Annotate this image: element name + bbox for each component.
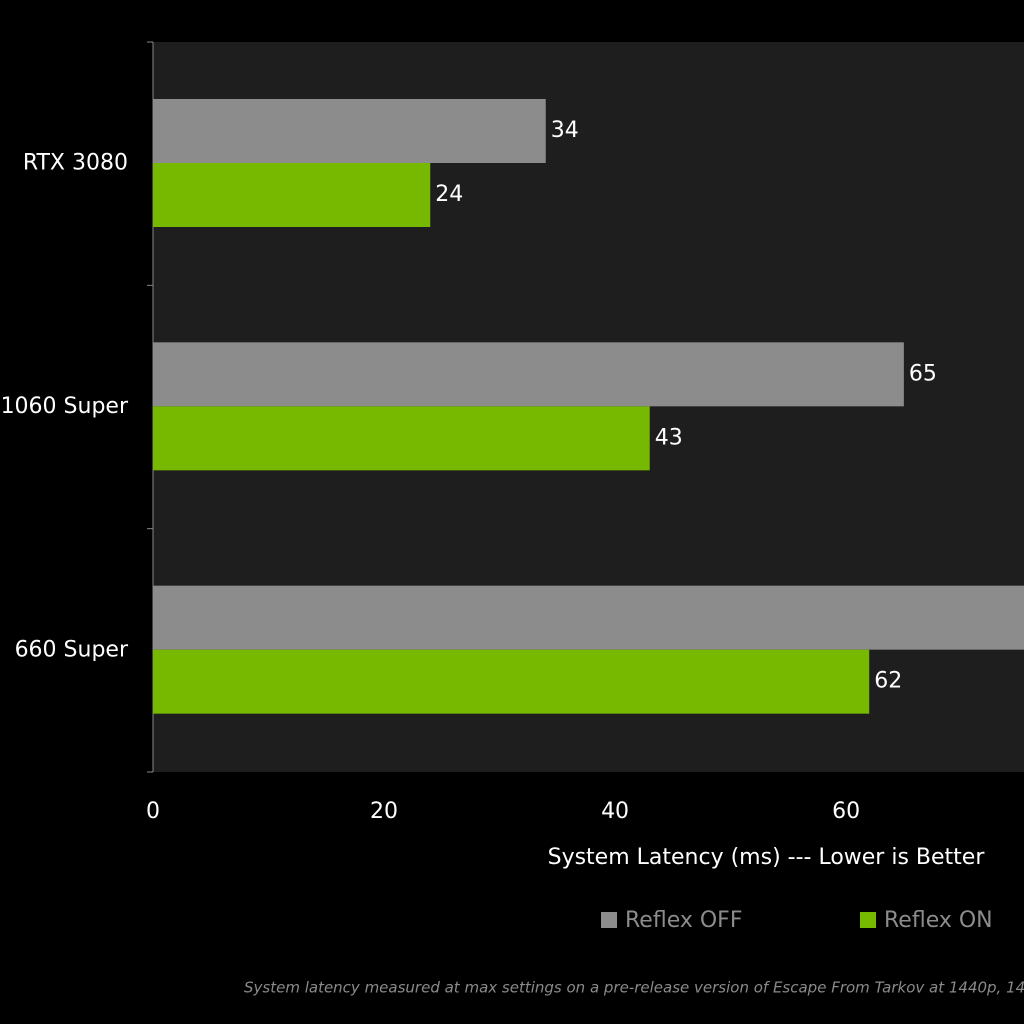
x-tick-label: 40 bbox=[601, 799, 629, 824]
legend-label: Reflex ON bbox=[884, 908, 993, 933]
y-tick-label: RTX 3080 bbox=[23, 151, 128, 176]
data-label: 43 bbox=[655, 425, 683, 450]
bar bbox=[153, 342, 904, 407]
bar bbox=[153, 406, 650, 471]
footnote: System latency measured at max settings … bbox=[244, 979, 1024, 997]
bar bbox=[153, 649, 870, 714]
data-label: 34 bbox=[551, 118, 579, 143]
x-tick-label: 0 bbox=[146, 799, 160, 824]
x-tick-label: 60 bbox=[832, 799, 860, 824]
y-tick-label: 660 Super bbox=[15, 637, 129, 662]
bar bbox=[153, 585, 1024, 650]
legend-swatch bbox=[860, 912, 876, 928]
data-label: 62 bbox=[874, 669, 902, 694]
x-tick-label: 20 bbox=[370, 799, 398, 824]
bar bbox=[153, 99, 546, 163]
bar bbox=[153, 163, 431, 227]
data-label: 24 bbox=[435, 182, 463, 207]
legend-swatch bbox=[601, 912, 617, 928]
legend-label: Reflex OFF bbox=[625, 908, 742, 933]
data-label: 65 bbox=[909, 361, 937, 386]
y-tick-label: 1060 Super bbox=[1, 394, 129, 419]
x-axis-title: System Latency (ms) --- Lower is Better bbox=[548, 845, 986, 870]
